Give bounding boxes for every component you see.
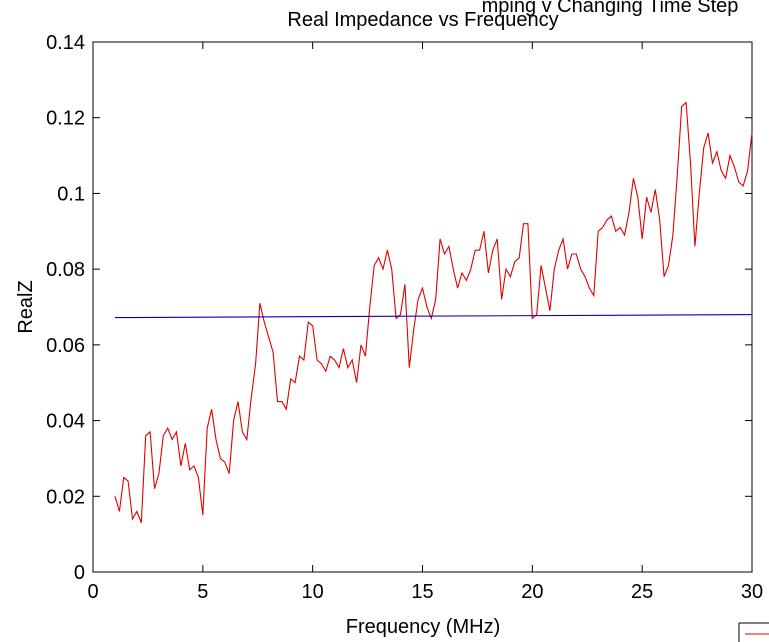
series-group [114, 101, 753, 523]
chart-title-partial: mping v Changing Time Step [482, 0, 739, 17]
legend-box [738, 622, 769, 642]
y-tick-label: 0.08 [46, 259, 85, 281]
x-tick-label: 30 [741, 581, 763, 603]
series-line-red [114, 101, 753, 523]
y-tick-label: 0.12 [46, 108, 85, 130]
y-axis: 0 0.02 0.04 0.06 0.08 0.1 0.12 0.14 [46, 32, 752, 584]
x-tick-label: 20 [521, 581, 543, 603]
x-axis: 0 5 10 15 20 25 30 [87, 42, 763, 603]
y-tick-label: 0.02 [46, 486, 85, 508]
series-line-blue [114, 314, 753, 319]
x-tick-label: 5 [197, 581, 208, 603]
y-tick-label: 0.1 [57, 183, 85, 205]
y-axis-label: RealZ [15, 280, 37, 333]
y-tick-label: 0.04 [46, 411, 85, 433]
x-tick-label: 15 [411, 581, 433, 603]
chart-title: Real Impedance vs Frequency [287, 9, 558, 31]
x-tick-label: 25 [631, 581, 653, 603]
plot-area [92, 41, 753, 573]
y-tick-label: 0 [74, 562, 85, 584]
x-axis-label: Frequency (MHz) [346, 616, 500, 638]
legend [738, 622, 769, 642]
x-tick-label: 0 [87, 581, 98, 603]
y-tick-label: 0.06 [46, 335, 85, 357]
y-tick-label: 0.14 [46, 32, 85, 54]
x-tick-label: 10 [302, 581, 324, 603]
